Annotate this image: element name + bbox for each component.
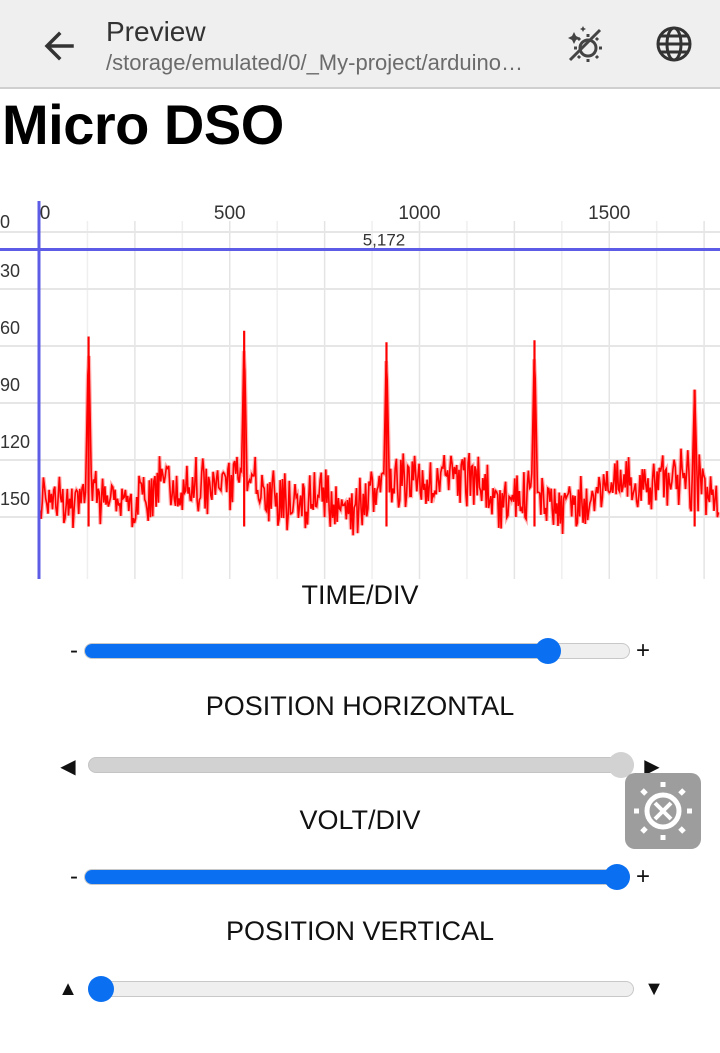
position-horizontal-slider[interactable]: ◀ ▶ — [0, 745, 720, 785]
position-horizontal-right: ▶ — [644, 756, 660, 778]
position-vertical-up: ▲ — [58, 978, 78, 1000]
settings-fab[interactable] — [625, 773, 701, 849]
volt-div-fill — [85, 870, 629, 884]
y-tick-label: 90 — [0, 375, 20, 395]
time-div-slider[interactable]: - + — [0, 631, 720, 671]
page-title: Micro DSO — [2, 93, 284, 156]
signal-trace — [39, 350, 720, 536]
volt-div-thumb[interactable] — [604, 864, 630, 890]
volt-div-label: VOLT/DIV — [299, 805, 421, 835]
oscilloscope-chart[interactable]: 0 500 1000 1500 0 30 60 90 120 150 5,172 — [0, 195, 720, 585]
position-vertical-down: ▼ — [644, 978, 664, 1000]
y-tick-label: 0 — [0, 212, 10, 232]
settings-tools-icon — [634, 782, 692, 840]
position-vertical-label: POSITION VERTICAL — [225, 916, 495, 946]
volt-div-minus: - — [70, 863, 78, 890]
time-div-track[interactable] — [84, 643, 630, 659]
time-div-minus: - — [70, 637, 78, 664]
x-tick-label: 500 — [214, 203, 246, 224]
y-tick-label: 60 — [0, 318, 20, 338]
volt-div-track[interactable] — [84, 869, 630, 885]
x-tick-label: 0 — [40, 203, 51, 224]
position-vertical-slider[interactable]: ▲ ▼ — [0, 969, 720, 1009]
volt-div-slider[interactable]: - + — [0, 857, 720, 897]
time-div-plus: + — [635, 637, 650, 664]
position-horizontal-label: POSITION HORIZONTAL — [205, 691, 515, 721]
x-tick-label: 1500 — [588, 203, 630, 224]
app-bar-title: Preview — [106, 16, 206, 47]
time-div-thumb[interactable] — [535, 638, 562, 664]
position-vertical-thumb[interactable] — [88, 976, 114, 1002]
globe-icon[interactable] — [652, 22, 696, 66]
time-div-label: TIME/DIV — [301, 580, 419, 610]
theme-toggle-icon[interactable] — [562, 22, 606, 66]
y-tick-label: 30 — [0, 261, 20, 281]
y-tick-label: 150 — [0, 489, 30, 509]
y-tick-label: 120 — [0, 432, 30, 452]
signal-trace-shadow — [38, 350, 720, 536]
cursor-label: 5,172 — [363, 231, 406, 250]
app-bar: Preview /storage/emulated/0/_My-project/… — [0, 0, 720, 89]
volt-div-plus: + — [635, 863, 650, 890]
position-vertical-track[interactable] — [88, 981, 634, 997]
position-horizontal-left: ◀ — [60, 756, 76, 778]
app-bar-subtitle: /storage/emulated/0/_My-project/arduino-… — [106, 50, 526, 75]
back-arrow-icon[interactable] — [38, 24, 82, 68]
position-horizontal-track[interactable] — [88, 757, 634, 773]
x-tick-label: 1000 — [398, 203, 440, 224]
time-div-fill — [85, 644, 550, 658]
